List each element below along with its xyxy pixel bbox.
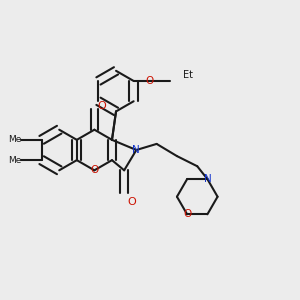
Text: O: O: [97, 101, 106, 111]
Text: Et: Et: [183, 70, 194, 80]
Text: Me: Me: [8, 156, 21, 165]
Text: N: N: [203, 174, 211, 184]
Text: O: O: [127, 197, 136, 207]
Text: Me: Me: [8, 135, 21, 144]
Text: N: N: [133, 145, 140, 155]
Text: O: O: [90, 165, 98, 175]
Text: O: O: [146, 76, 154, 86]
Text: O: O: [183, 209, 191, 219]
